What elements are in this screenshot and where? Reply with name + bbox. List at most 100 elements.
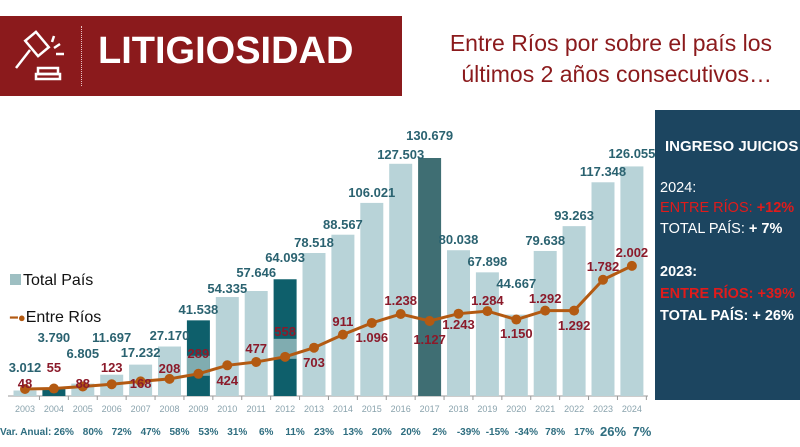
x-tick-label: 2012 xyxy=(275,404,295,414)
line-point xyxy=(453,308,464,319)
bar-2017 xyxy=(418,158,442,396)
var-anual-value: 20% xyxy=(371,427,392,438)
x-tick-label: 2023 xyxy=(593,404,613,414)
line-point xyxy=(511,314,522,325)
bar-value-label: 6.805 xyxy=(67,346,100,361)
line-point xyxy=(482,306,493,317)
line-point xyxy=(251,356,262,367)
tp-2024-value: + 7% xyxy=(748,221,783,237)
line-point xyxy=(164,373,175,384)
bar-value-label: 78.518 xyxy=(294,235,334,250)
var-anual-value: 7% xyxy=(632,424,652,439)
subtitle-line: últimos 2 años consecutivos… xyxy=(461,61,772,87)
divider xyxy=(81,26,82,86)
line-point xyxy=(77,381,88,392)
bar-2013 xyxy=(302,252,326,396)
x-tick-label: 2015 xyxy=(362,404,382,414)
bar-2024 xyxy=(620,166,644,396)
legend-line-icon: ━● xyxy=(10,310,26,325)
var-anual-value: 23% xyxy=(313,427,335,438)
info-panel: INGRESO JUICIOS 2024: ENTRE RÍOS: +12% T… xyxy=(655,110,800,400)
line-value-label: 703 xyxy=(303,355,325,370)
var-anual-value: -15% xyxy=(485,427,510,438)
bar-value-label: 117.348 xyxy=(580,164,626,179)
line-point xyxy=(337,329,348,340)
line-value-label: 1.292 xyxy=(558,318,591,333)
x-tick-label: 2004 xyxy=(44,404,64,414)
er-2023: ENTRE RÍOS: +39% xyxy=(660,286,795,302)
line-value-label: 1.284 xyxy=(471,293,504,308)
line-value-label: 477 xyxy=(245,341,267,356)
var-anual-value: 31% xyxy=(227,427,248,438)
line-value-label: 289 xyxy=(188,346,210,361)
panel-title: INGRESO JUICIOS xyxy=(665,138,799,155)
x-tick-label: 2024 xyxy=(622,404,642,414)
legend-entre-rios: ━●Entre Ríos xyxy=(10,309,101,327)
er-2024-value: +12% xyxy=(756,200,795,216)
x-tick-label: 2010 xyxy=(217,404,237,414)
bar-2023 xyxy=(591,182,615,396)
x-tick-label: 2019 xyxy=(477,404,497,414)
x-tick-label: 2007 xyxy=(131,404,151,414)
bar-value-label: 80.038 xyxy=(439,232,479,247)
line-value-label: 88 xyxy=(76,376,90,391)
tp-2024: TOTAL PAÍS: + 7% xyxy=(660,221,782,238)
x-tick-label: 2018 xyxy=(448,404,468,414)
bar-value-label: 57.646 xyxy=(236,265,276,280)
line-point xyxy=(395,309,406,320)
x-tick-label: 2014 xyxy=(333,404,353,414)
x-tick-label: 2005 xyxy=(73,404,93,414)
line-point xyxy=(106,379,117,390)
var-anual-value: 58% xyxy=(169,427,190,438)
bar-2010 xyxy=(215,297,239,396)
bar-value-label: 41.538 xyxy=(179,302,219,317)
line-point xyxy=(598,274,608,285)
line-point xyxy=(48,383,59,394)
line-value-label: 168 xyxy=(130,376,152,391)
line-value-label: 55 xyxy=(47,360,61,375)
legend-square-icon xyxy=(10,274,21,285)
x-tick-label: 2017 xyxy=(420,404,440,414)
bar-value-label: 17.232 xyxy=(121,345,161,360)
bar-value-label: 44.667 xyxy=(496,276,536,291)
line-value-label: 1.238 xyxy=(384,293,417,308)
bar-value-label: 27.170 xyxy=(150,328,190,343)
var-anual-value: 2% xyxy=(432,427,447,438)
subtitle-line: Entre Ríos por sobre el país los xyxy=(449,30,772,56)
x-tick-label: 2009 xyxy=(188,404,208,414)
bar-2014 xyxy=(331,234,355,396)
line-point xyxy=(280,351,291,362)
line-point xyxy=(424,315,435,326)
line-point xyxy=(366,317,377,328)
er-2024-label: ENTRE RÍOS: xyxy=(660,200,757,216)
entre-rios-line xyxy=(24,264,633,391)
title-banner: LITIGIOSIDAD xyxy=(0,16,402,96)
bar-2016 xyxy=(389,163,413,396)
bar-value-label: 93.263 xyxy=(554,208,594,223)
var-anual-value: 80% xyxy=(82,427,103,438)
line-point xyxy=(193,368,204,379)
var-anual-label: Var. Anual: xyxy=(0,427,52,438)
bar-2011 xyxy=(244,291,268,396)
bar-2018 xyxy=(447,250,470,396)
year-2024: 2024: xyxy=(660,180,697,196)
bar-value-label: 64.093 xyxy=(265,250,305,265)
line-value-label: 1.127 xyxy=(413,332,446,347)
var-anual-value: 78% xyxy=(545,427,566,438)
line-value-label: 48 xyxy=(18,376,32,391)
line-point xyxy=(309,342,319,353)
bar-value-label: 106.021 xyxy=(348,185,395,200)
var-anual-value: 13% xyxy=(342,427,363,438)
var-anual-value: 17% xyxy=(574,427,595,438)
bar-value-label: 67.898 xyxy=(468,254,508,269)
subtitle: Entre Ríos por sobre el país los últimos… xyxy=(372,28,772,90)
line-value-label: 558 xyxy=(274,324,296,339)
x-tick-label: 2006 xyxy=(102,404,122,414)
line-point xyxy=(222,360,233,371)
x-tick-label: 2021 xyxy=(535,404,555,414)
line-value-label: 208 xyxy=(159,361,181,376)
year-2023: 2023: xyxy=(660,264,698,280)
bar-2015 xyxy=(360,202,384,396)
var-anual-value: 72% xyxy=(111,427,132,438)
bar-2008 xyxy=(158,346,181,396)
